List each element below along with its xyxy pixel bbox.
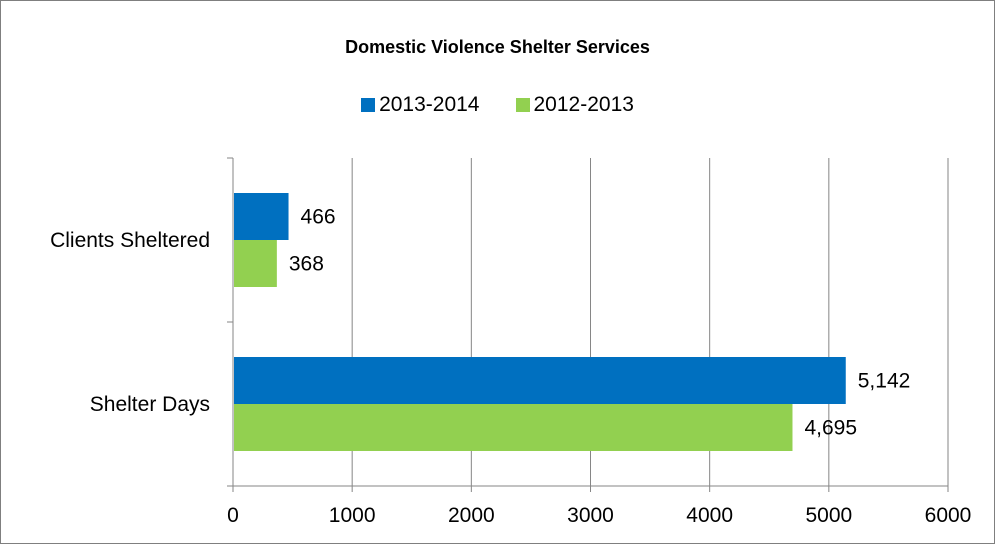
legend-label-series-1: 2013-2014 <box>379 93 480 116</box>
category-label-0: Clients Sheltered <box>50 229 210 252</box>
category-label-1: Shelter Days <box>90 393 210 416</box>
x-tick-label-5: 5000 <box>805 504 852 527</box>
bar-2-1 <box>234 404 793 451</box>
chart-title: Domestic Violence Shelter Services <box>345 37 650 57</box>
data-label-2-0: 368 <box>289 253 324 276</box>
x-tick-label-3: 3000 <box>567 504 614 527</box>
bar-1-0 <box>234 193 289 240</box>
bar-2-0 <box>234 240 277 287</box>
x-tick-label-4: 4000 <box>686 504 733 527</box>
x-tick-label-1: 1000 <box>329 504 376 527</box>
x-tick-label-6: 6000 <box>925 504 972 527</box>
legend-swatch-series-1 <box>361 98 376 112</box>
x-tick-label-2: 2000 <box>448 504 495 527</box>
legend-label-series-2: 2012-2013 <box>533 93 634 116</box>
data-label-2-1: 4,695 <box>804 417 857 440</box>
data-label-1-0: 466 <box>301 206 336 229</box>
bar-1-1 <box>234 357 846 404</box>
x-tick-label-0: 0 <box>227 504 239 527</box>
legend-item-series-1: 2013-2014 <box>361 93 480 117</box>
data-label-1-1: 5,142 <box>858 370 911 393</box>
chart-legend: 2013-2014 2012-2013 <box>1 93 994 117</box>
legend-item-series-2: 2012-2013 <box>515 93 634 117</box>
legend-swatch-series-2 <box>515 98 530 112</box>
